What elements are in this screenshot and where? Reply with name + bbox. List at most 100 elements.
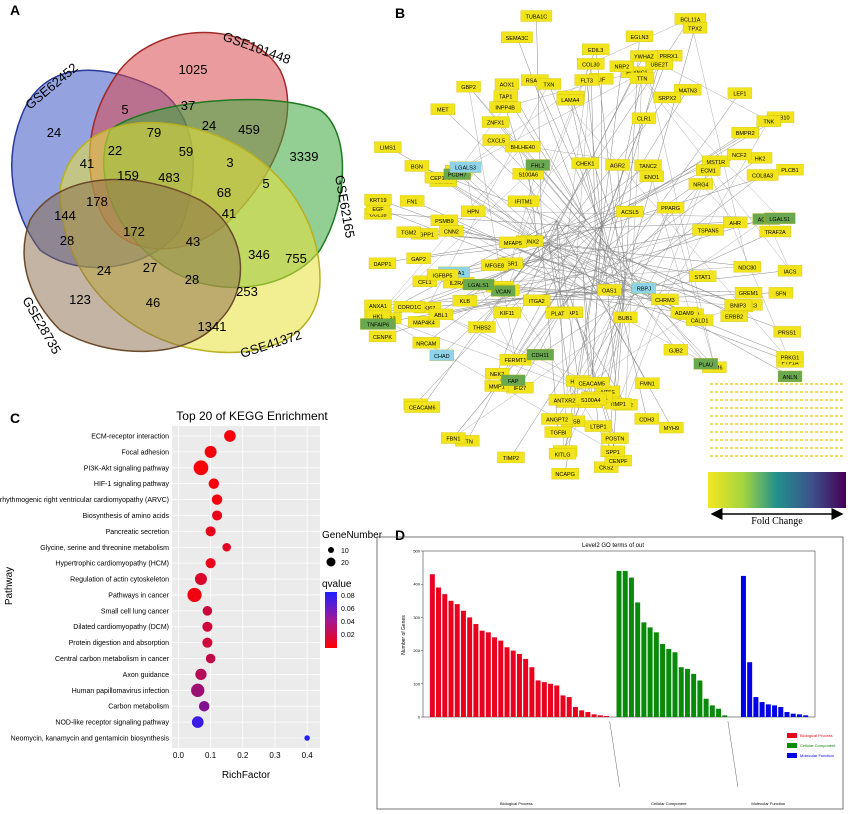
fold-change-label: Fold Change [751,516,803,527]
kegg-point [224,430,236,442]
gene-node: ADAM9 [670,306,699,319]
gene-label: PPARG [661,206,680,212]
go-bar [579,710,585,717]
gene-label: ABL1 [434,313,447,319]
gene-label: KLB [460,299,471,305]
gene-label: NRG4 [693,182,708,188]
gene-node: NRP2 [609,60,634,72]
go-ytick-label: 200 [413,648,420,653]
gene-node: ABL1 [428,308,454,320]
go-bar [803,715,809,717]
network-edge [557,79,587,313]
kegg-pathway-label: Hypertrophic cardiomyopathy (HCM) [55,561,169,568]
kegg-pathway-label: Pathways in cancer [108,592,169,599]
gene-node: BUB1 [613,311,638,324]
size-legend-label: 20 [341,560,349,567]
network-edge [426,258,541,343]
gene-label: TTN [637,77,648,83]
venn-count: 178 [86,194,108,209]
venn-count: 46 [146,295,160,310]
kegg-pathway-label: Dilated cardiomyopathy (DCM) [73,624,169,631]
gene-label: ENO1 [644,175,659,181]
gene-label: OAS1 [602,288,617,294]
gene-label: INPP4B [495,106,515,112]
venn-set-gse28735 [23,178,242,353]
gene-node: AHR [723,216,748,229]
gene-label: MAP4K4 [413,320,435,326]
gene-node: NEK2 [484,367,510,380]
go-bar [548,683,554,717]
gene-node: MAP4K4 [408,316,440,328]
gene-label: MST1R [707,160,726,166]
network-edge [422,220,557,407]
gene-label: RUNX2 [520,240,539,246]
kegg-point [205,558,216,569]
go-bar [585,712,591,717]
panel-label-a: A [10,2,21,18]
go-group-divider [609,720,620,788]
go-bar [784,712,790,717]
network-edge [523,63,660,201]
network-edge [569,295,691,314]
kegg-point [208,478,220,489]
network-edge [377,164,538,317]
gene-node: S100A4 [575,393,607,406]
gene-node: NCAPG [551,467,579,480]
network-edge [564,207,671,400]
go-bar [442,594,448,717]
network-edge [377,315,618,404]
venn-count: 1341 [198,319,227,334]
gene-node: TNFAIP6 [360,318,396,330]
gene-label: FERMT1 [504,358,526,364]
go-legend-label: Molecular Function [800,753,834,758]
gene-node: ENO1 [639,170,664,182]
network-edge [467,220,587,441]
gene-node: FMN1 [635,377,660,389]
gene-label: MYH9 [664,426,679,432]
gene-label: LEF1 [733,92,746,98]
gene-label: MFAP5 [504,241,522,247]
gene-label: TNK [763,120,774,126]
gene-label: GAP2 [411,257,426,263]
gene-node: MFAP5 [499,236,527,249]
go-bar [479,630,485,717]
kegg-pathway-label: Glycine, serine and threonine metabolism [40,545,169,552]
gene-node: CENPK [368,330,397,343]
network-edge [596,210,631,294]
venn-count: 123 [69,292,91,307]
gene-label: ACSL5 [621,210,638,216]
go-ytick-label: 300 [413,615,420,620]
gene-label: PTF1A [781,360,798,366]
venn-count: 79 [147,125,161,140]
go-bar [510,650,516,717]
network-edge [603,217,780,250]
gene-label: HK1 [373,315,384,321]
gene-label: TGM2 [401,231,416,237]
go-bar [473,624,479,717]
venn-count: 24 [97,263,111,278]
go-bar [772,705,778,717]
gene-node: LGALS1 [462,278,495,291]
go-bar [691,673,697,717]
go-bar [498,640,504,717]
gene-label: CLR1 [637,117,651,123]
network-edge [472,210,637,291]
go-ytick-label: 400 [413,582,420,587]
network-edge [505,71,637,107]
network-edge [595,48,625,300]
gene-label: HPN [467,210,479,216]
network-edge [601,89,689,229]
size-legend-dot-large [326,557,336,567]
venn-count: 459 [238,122,260,137]
kegg-xtick-label: 0.4 [302,751,314,760]
kegg-pathway-label: Regulation of actin cytoskeleton [70,577,169,584]
go-bar [616,570,622,717]
gene-label: CNN2 [444,229,459,235]
gene-label: PCDH7 [448,173,467,179]
gene-label: GBP2 [461,85,476,91]
gene-label: TUBA1C [526,15,548,21]
network-edge [601,65,623,228]
gene-node: LIMS1 [374,141,402,153]
gene-node: IFITM1 [507,195,540,207]
gene-node: LGALS3 [449,161,482,173]
